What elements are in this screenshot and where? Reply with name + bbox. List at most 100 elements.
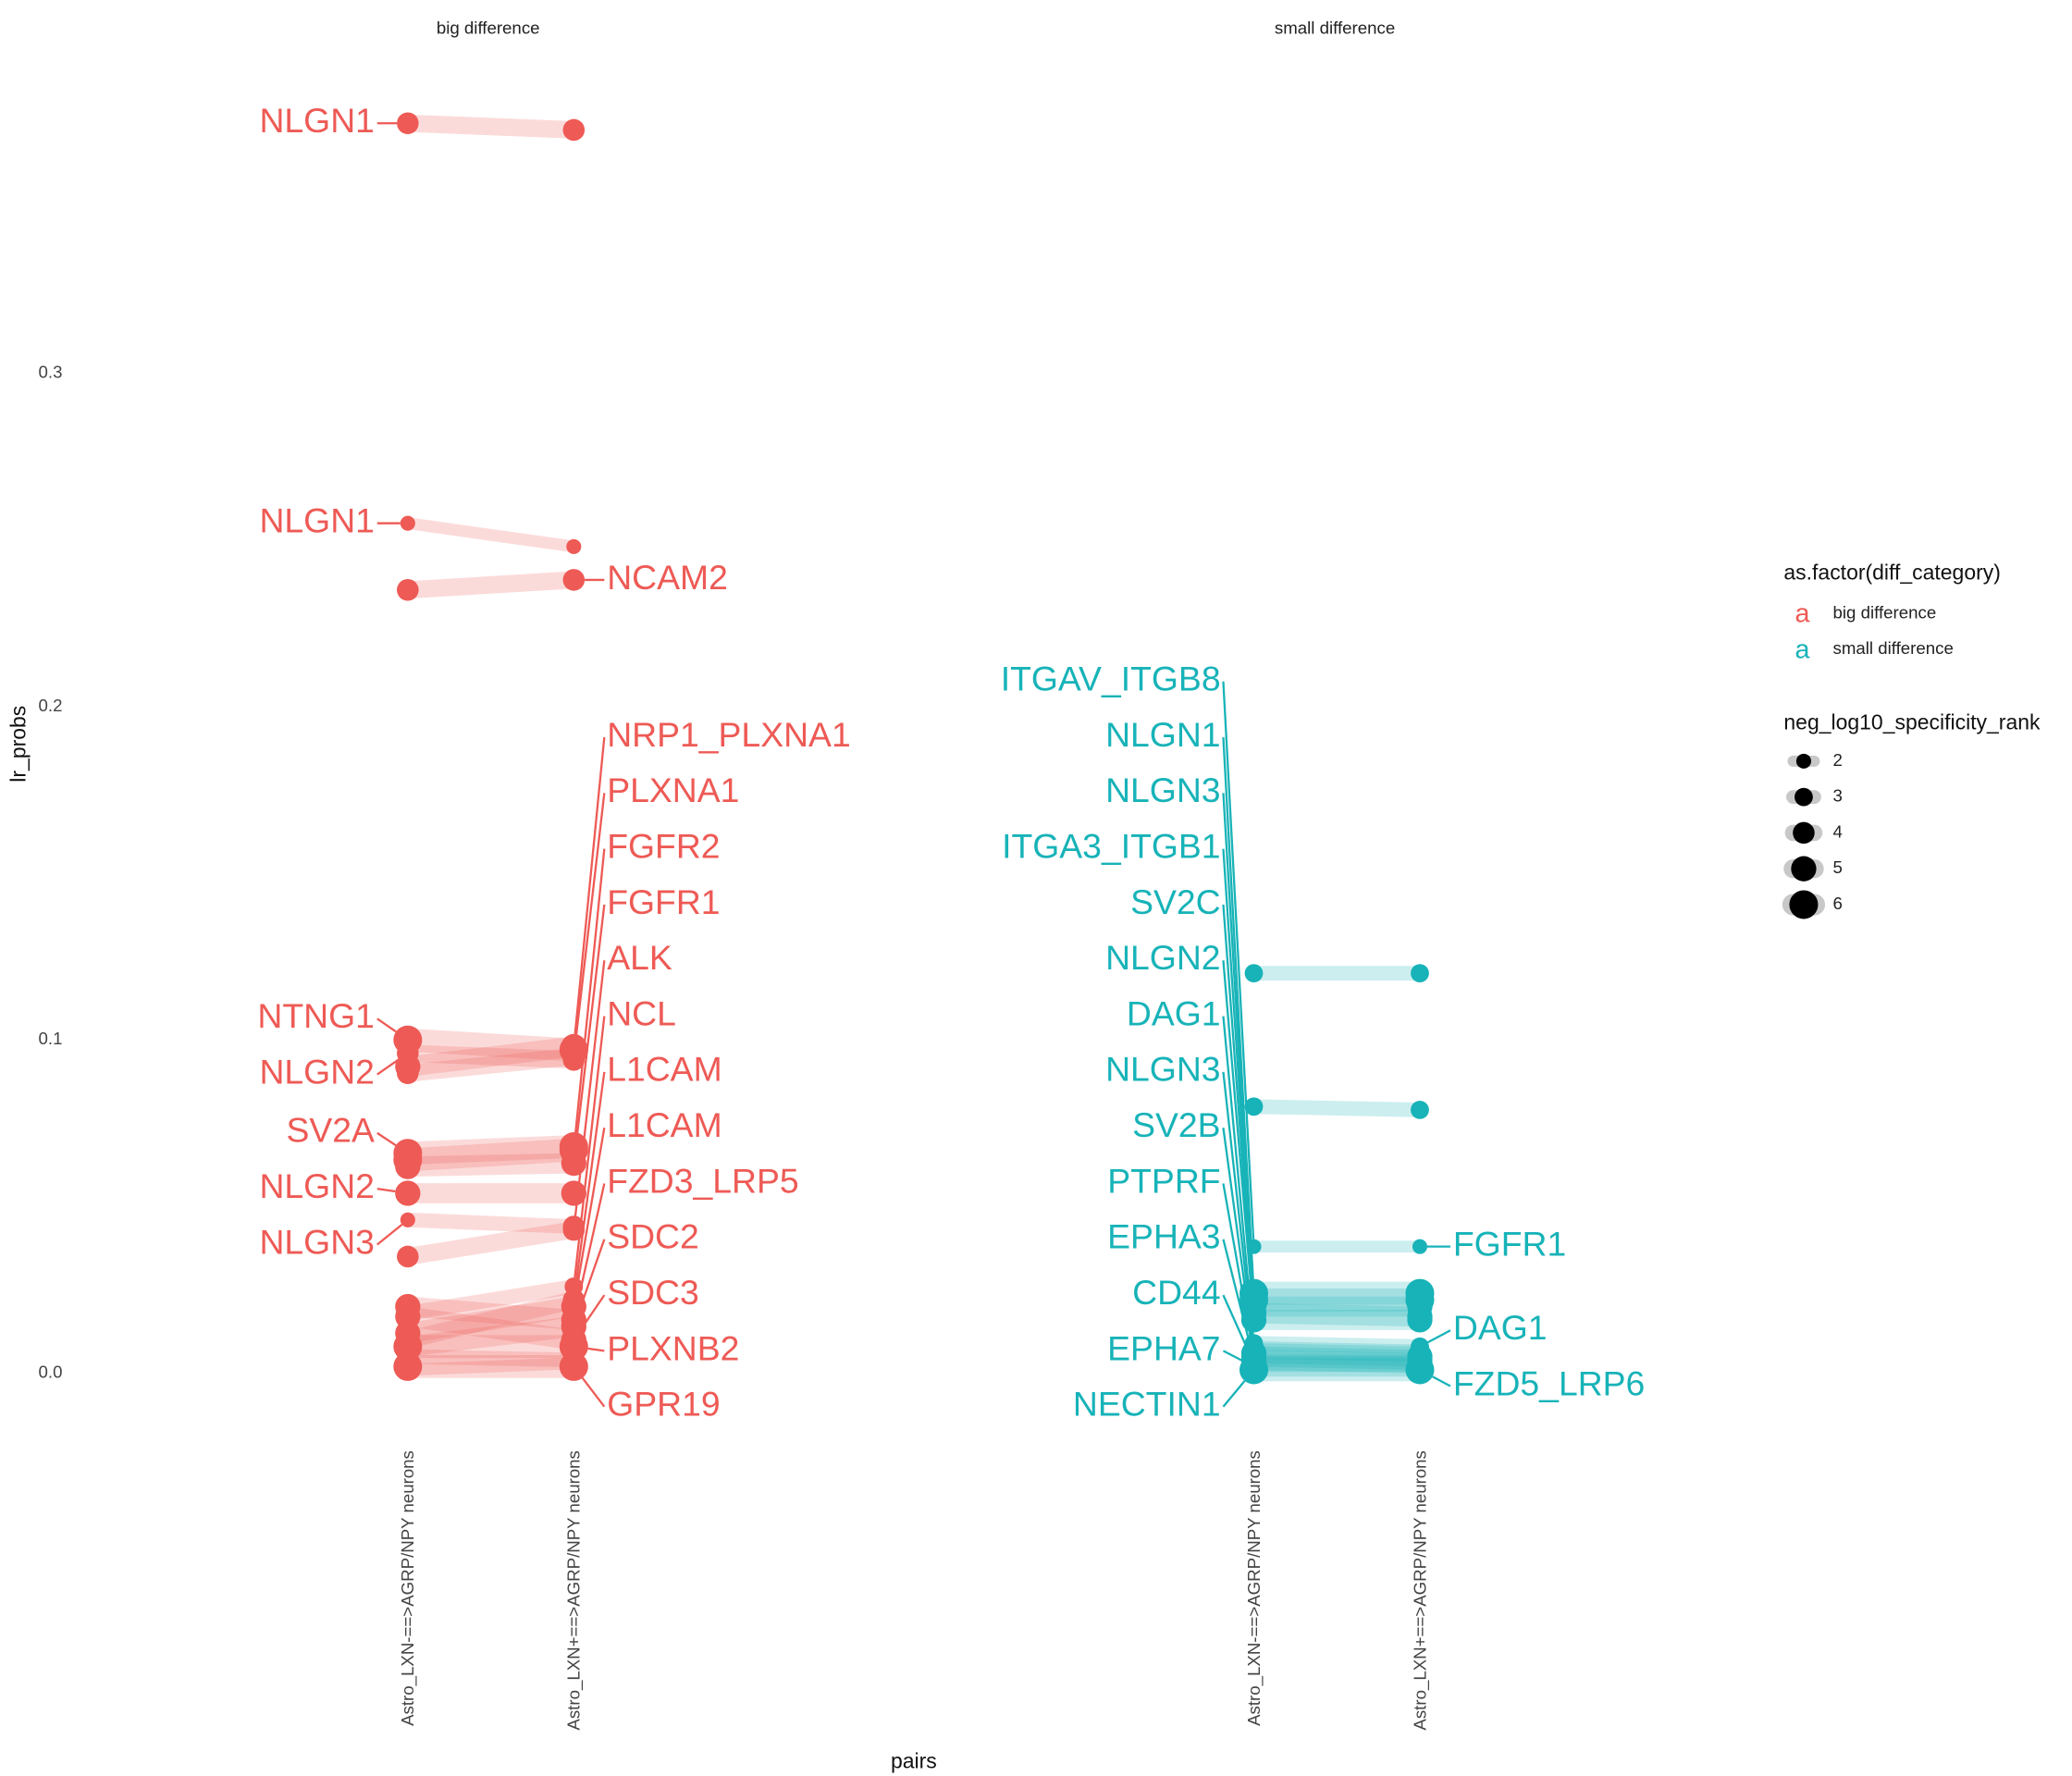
point-label: PLXNA1 [607,771,739,809]
point-label: SV2C [1130,882,1221,921]
pair-band [406,1316,575,1357]
leader-line [574,960,606,1220]
point-label: GPR19 [607,1385,720,1424]
pair-band [406,1296,576,1344]
facet-title: big difference [437,18,540,38]
x-axis-title: pairs [891,1749,937,1773]
y-axis-title: lr_probs [6,706,31,783]
bands [405,114,1421,1382]
leader-line [1222,1239,1252,1349]
point [562,569,586,591]
legend-size-key [1794,787,1813,807]
point [397,1062,419,1085]
leader-line [376,1018,397,1033]
legend-title: as.factor(diff_category) [1783,560,2000,584]
pair-band [1253,1350,1421,1374]
point-label: SV2B [1132,1105,1220,1144]
point-label: PLXNB2 [607,1328,739,1367]
point [561,1180,586,1206]
x-tick-label: Astro_LXN+==>AGRP/NPY neurons [1410,1450,1430,1730]
point [564,1350,584,1370]
legend-label: 5 [1833,857,1843,877]
leader-line [1432,1375,1451,1388]
leader-line [1222,681,1255,1240]
point-label: FGFR2 [607,827,720,866]
legend-label: 3 [1833,786,1843,806]
point-label: EPHA7 [1107,1328,1220,1367]
leader-line [574,848,606,1136]
point-label: L1CAM [607,1105,722,1144]
labels: NLGN1 NLGN1 NTNG1 NLGN2 SV2A NLGN2 NLGN3 NCAM2 N… [257,101,1645,1423]
point [397,1245,419,1268]
point-label: NCAM2 [607,558,728,597]
point-label: FZD3_LRP5 [607,1161,798,1200]
point-label: PTPRF [1107,1161,1220,1200]
leader-line [376,1058,400,1076]
pair-band [407,1357,574,1376]
point [400,1212,415,1227]
point-label: NECTIN1 [1073,1385,1221,1424]
leader-line [574,1016,606,1278]
pair-band [1253,1343,1421,1367]
point-label: NLGN3 [259,1222,374,1261]
leader-line [376,1131,397,1147]
legend-key: a [1795,599,1810,629]
point [1411,964,1429,983]
leader-line [1222,1183,1253,1345]
x-tick-label: Astro_LXN+==>AGRP/NPY neurons [564,1450,585,1730]
pair-band [407,571,574,599]
leader-line [576,1239,606,1315]
pair-band [407,1138,575,1172]
pair-band [1253,1346,1421,1371]
point-label: DAG1 [1127,993,1221,1032]
pair-band [407,1349,574,1368]
point-label: NLGN2 [259,1166,374,1205]
leader-line [1222,1071,1254,1339]
leader-line [574,904,606,1152]
leader-line [1222,1350,1243,1363]
pair-band [407,1135,574,1166]
point-label: NLGN1 [259,101,374,140]
legend-size-key [1791,856,1817,882]
legend-size-key [1795,753,1811,769]
leader-line [580,1294,606,1330]
leader-line [1222,960,1254,1308]
leader-line [1222,1128,1253,1341]
leader-line [1222,904,1254,1301]
facet-title: small difference [1275,18,1395,38]
point-label: FGFR1 [1453,1224,1566,1263]
points [393,112,1435,1385]
point-label: NLGN1 [259,501,374,540]
pair-band [406,1296,575,1330]
pair-band [407,1153,574,1178]
pair-band [406,1036,575,1077]
point-label: FGFR1 [607,882,720,921]
point [397,578,419,601]
point [566,538,582,554]
legend-title: neg_log10_specificity_rank [1783,710,2041,734]
leader-line [574,793,606,1046]
leader-line [1222,793,1254,1286]
point [1407,1307,1433,1333]
pair-band [406,1221,575,1265]
point [561,1307,586,1333]
leader-line [1222,1016,1254,1335]
point [395,1293,421,1320]
pair-band [406,517,575,553]
leader-line [1222,848,1254,1294]
point [562,1045,586,1068]
point-label: NLGN2 [1105,938,1220,977]
point [400,1362,415,1378]
point [1239,1355,1268,1385]
leader-line [574,1071,606,1289]
pair-band [405,1291,576,1349]
x-tick-label: Astro_LXN-==>AGRP/NPY neurons [1244,1450,1264,1726]
point-label: DAG1 [1453,1308,1548,1347]
leader-line [376,1223,403,1246]
point-label: FZD5_LRP6 [1453,1363,1645,1402]
y-tick-label: 0.1 [39,1029,63,1048]
point-label: SV2A [286,1111,375,1150]
y-tick-label: 0.3 [39,362,63,381]
